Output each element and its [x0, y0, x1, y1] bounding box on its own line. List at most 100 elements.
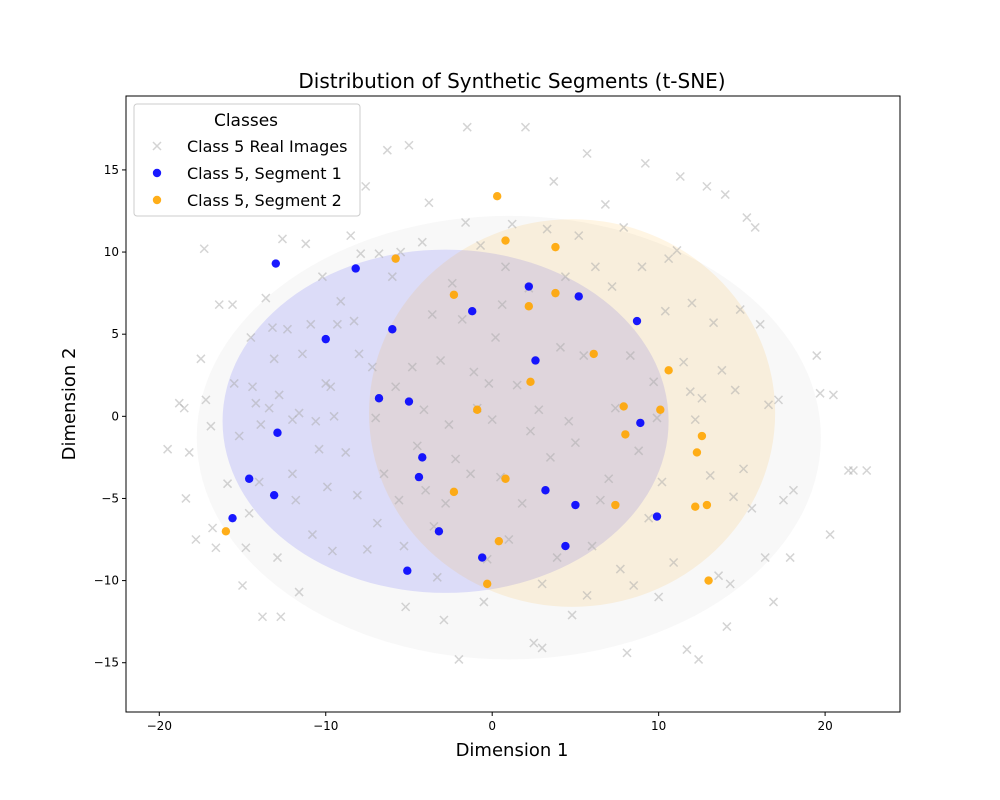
data-point	[227, 300, 238, 310]
data-point	[484, 378, 494, 388]
data-point	[374, 249, 384, 259]
data-point	[206, 421, 216, 431]
data-point	[571, 500, 580, 510]
data-point	[664, 254, 674, 264]
data-point	[497, 300, 507, 310]
data-point	[244, 474, 254, 483]
data-point	[570, 438, 580, 448]
data-point	[462, 122, 472, 132]
data-point	[862, 465, 872, 476]
data-point	[306, 319, 316, 329]
data-point	[537, 579, 547, 589]
data-point	[607, 282, 617, 292]
data-point	[542, 224, 552, 234]
data-point	[788, 485, 799, 495]
data-point	[273, 428, 282, 437]
ellipse-class-5-segment-2	[369, 219, 776, 607]
data-point	[441, 498, 451, 508]
data-point	[610, 403, 620, 413]
ellipse-class-5-real-images	[196, 215, 821, 660]
y-tick-label: 10	[104, 245, 119, 259]
data-point	[307, 530, 317, 540]
data-point	[652, 512, 662, 521]
data-point	[436, 355, 446, 365]
data-point	[336, 296, 346, 306]
data-point	[687, 298, 697, 308]
data-point	[267, 323, 278, 333]
series-class-5-segment-2	[221, 192, 713, 589]
data-point	[574, 231, 584, 241]
data-point	[560, 272, 570, 282]
data-point	[697, 393, 707, 403]
legend-label: Class 5, Segment 1	[187, 164, 342, 183]
data-point	[709, 318, 719, 328]
data-point	[321, 334, 330, 344]
data-point	[272, 553, 283, 563]
data-point	[675, 171, 685, 182]
data-point	[534, 405, 544, 415]
data-point	[679, 357, 689, 367]
data-point	[755, 319, 765, 329]
data-point	[773, 395, 784, 405]
data-point	[517, 498, 527, 508]
data-point	[254, 477, 264, 487]
data-point	[179, 403, 189, 413]
data-point	[694, 654, 704, 664]
data-point	[241, 543, 251, 553]
data-point	[692, 448, 702, 457]
data-point	[454, 654, 464, 664]
data-point	[778, 495, 789, 505]
data-point	[828, 390, 838, 400]
data-point	[629, 580, 639, 591]
data-point	[412, 441, 422, 451]
data-point	[297, 349, 307, 359]
data-point	[549, 176, 559, 186]
data-point	[815, 388, 825, 398]
data-point	[504, 534, 514, 545]
data-point	[208, 523, 218, 533]
x-axis-ticks: −20 −10 0 10 20	[147, 712, 833, 733]
data-point	[163, 444, 173, 454]
data-point	[537, 643, 547, 653]
legend: Classes Class 5 Real Images Class 5, Segm…	[133, 103, 361, 217]
data-point	[705, 470, 715, 480]
data-point	[234, 431, 244, 441]
data-point	[690, 415, 700, 425]
data-point	[541, 486, 550, 495]
data-point	[264, 403, 274, 413]
data-point	[327, 546, 337, 556]
data-point	[567, 610, 577, 620]
data-point	[621, 430, 630, 439]
data-point	[367, 362, 377, 372]
data-point	[468, 306, 477, 316]
data-point	[660, 306, 670, 316]
data-point	[697, 431, 707, 441]
data-point	[490, 332, 501, 343]
data-point	[501, 474, 510, 483]
data-point	[595, 495, 605, 505]
data-point	[317, 272, 327, 282]
legend-box	[133, 103, 361, 217]
chart-title: Distribution of Synthetic Segments (t-SN…	[298, 69, 725, 93]
data-point	[246, 332, 256, 343]
data-point	[625, 351, 635, 361]
data-point	[351, 264, 360, 273]
data-point	[492, 192, 502, 201]
data-point	[555, 342, 565, 352]
data-point	[294, 587, 304, 597]
data-point	[401, 602, 411, 612]
data-point	[525, 426, 536, 436]
data-point	[632, 316, 642, 326]
data-point	[269, 490, 279, 500]
data-point	[672, 245, 682, 255]
data-point	[652, 413, 662, 423]
data-point	[785, 553, 795, 563]
y-tick-label: 5	[111, 327, 119, 341]
data-point	[634, 446, 644, 456]
data-point	[417, 237, 427, 247]
data-point	[750, 222, 760, 232]
data-point	[352, 490, 362, 500]
data-point	[640, 158, 650, 168]
data-point	[501, 236, 510, 245]
data-point	[552, 553, 562, 563]
